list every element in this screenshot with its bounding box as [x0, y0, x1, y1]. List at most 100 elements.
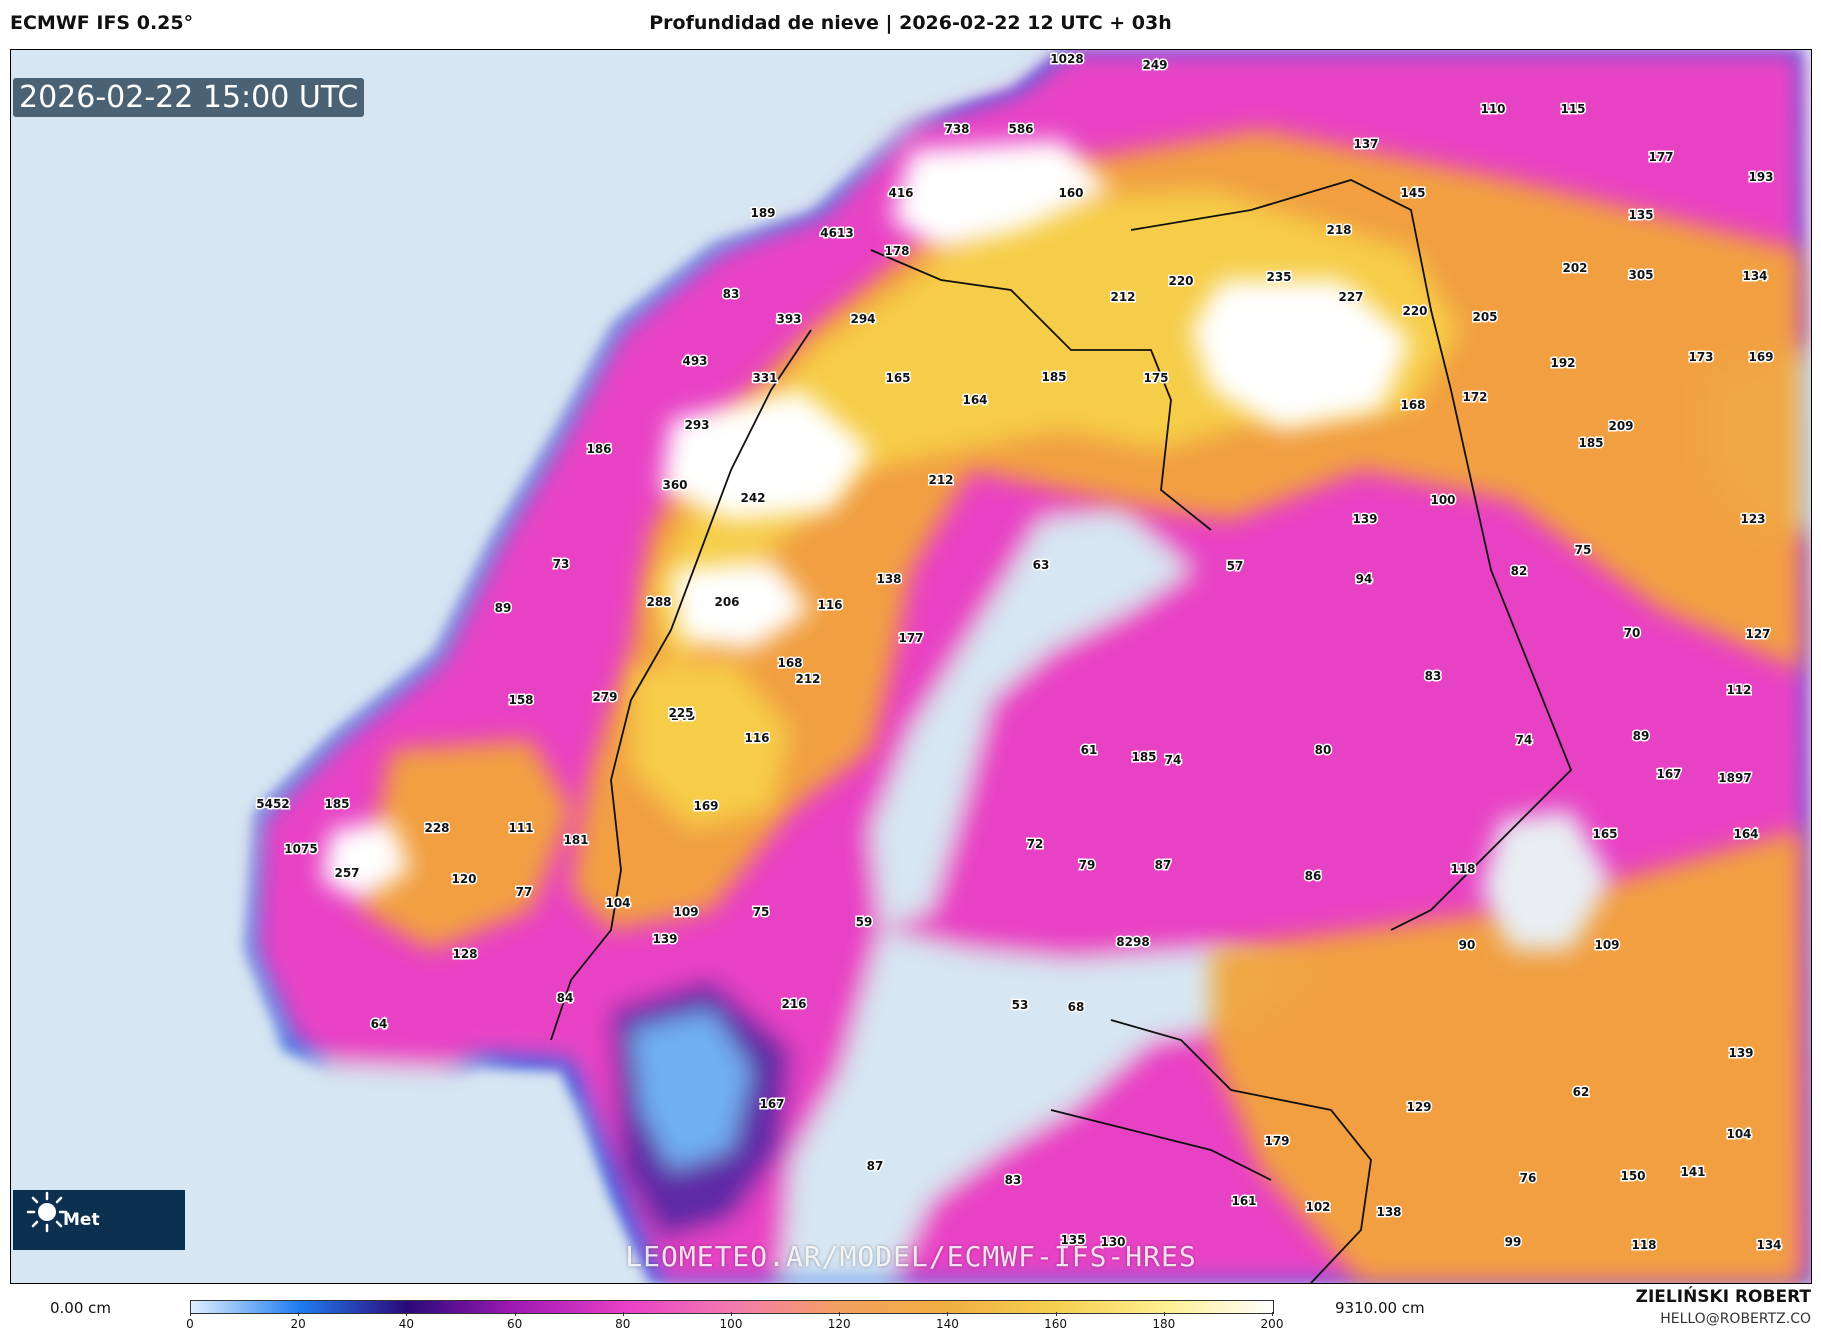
snow-depth-value-label: 87: [867, 1159, 884, 1173]
author-name: ZIELIŃSKI ROBERT: [1635, 1287, 1811, 1307]
snow-depth-value-label: 123: [1740, 512, 1765, 526]
snow-depth-value-label: 109: [673, 905, 698, 919]
source-watermark: LEOMETEO.AR/MODEL/ECMWF-IFS-HRES: [625, 1240, 1197, 1273]
land-white: [321, 140, 1611, 950]
colorbar-tick-mark: [1163, 1312, 1165, 1316]
colorbar-tick-label: 20: [290, 1317, 306, 1331]
snow-depth-value-label: 53: [1012, 998, 1029, 1012]
colorbar-tick-mark: [514, 1312, 516, 1316]
snow-depth-value-label: 225: [668, 706, 693, 720]
snow-depth-value-label: 185: [324, 797, 349, 811]
snow-depth-value-label: 74: [1165, 753, 1182, 767]
snow-depth-value-label: 80: [1315, 743, 1332, 757]
snow-depth-value-label: 1897: [1718, 771, 1751, 785]
brand-logo[interactable]: Met: [13, 1190, 185, 1250]
snow-depth-value-label: 158: [508, 693, 533, 707]
snow-depth-value-label: 169: [1748, 350, 1773, 364]
snow-depth-value-label: 134: [1756, 1238, 1781, 1252]
snow-depth-value-label: 127: [1745, 627, 1770, 641]
snow-depth-value-label: 242: [740, 491, 765, 505]
snow-depth-value-label: 120: [451, 872, 476, 886]
snow-depth-value-label: 167: [759, 1097, 784, 1111]
snow-depth-value-label: 493: [682, 354, 707, 368]
colorbar-min-label: 0.00 cm: [50, 1299, 112, 1317]
snow-depth-value-label: 84: [557, 991, 574, 1005]
snow-depth-value-label: 294: [850, 312, 875, 326]
map-canvas: 2091871791631028249110115738586137177416…: [11, 50, 1811, 1283]
snow-depth-value-label: 141: [1680, 1165, 1705, 1179]
colorbar-tick-label: 200: [1260, 1317, 1284, 1331]
snow-depth-value-label: 586: [1008, 122, 1033, 136]
snow-depth-value-label: 63: [1033, 558, 1050, 572]
snow-depth-value-label: 177: [1648, 150, 1673, 164]
snow-depth-value-label: 130: [1100, 1235, 1125, 1249]
snow-depth-value-label: 228: [424, 821, 449, 835]
snow-depth-value-label: 59: [856, 915, 873, 929]
snow-depth-value-label: 227: [1338, 290, 1363, 304]
snow-depth-value-label: 175: [1143, 371, 1168, 385]
colorbar-tick-mark: [406, 1312, 408, 1316]
colorbar-tick-mark: [731, 1312, 732, 1316]
snow-depth-value-label: 1028: [1050, 52, 1083, 66]
legend-footer: 0.00 cm 0 20 40 60 80 100 120 140 160 180 200 9310…: [0, 1283, 1821, 1337]
colorbar-tick-mark: [839, 1312, 841, 1316]
colorbar-tick-label: 80: [615, 1317, 631, 1331]
snow-depth-value-label: 185: [1578, 436, 1603, 450]
colorbar-tick-label: 60: [506, 1317, 523, 1331]
snow-depth-value-label: 305: [1628, 268, 1653, 282]
snow-depth-value-label: 94: [1356, 572, 1373, 586]
snow-depth-value-label: 161: [1231, 1194, 1256, 1208]
snow-depth-value-label: 4613: [820, 226, 853, 240]
snow-depth-value-label: 235: [1266, 270, 1291, 284]
snow-depth-value-label: 209: [1608, 419, 1633, 433]
snow-depth-value-label: 82: [1511, 564, 1528, 578]
snow-depth-value-label: 138: [1376, 1205, 1401, 1219]
snow-depth-value-label: 220: [1168, 274, 1193, 288]
snow-depth-value-label: 189: [750, 206, 775, 220]
snow-depth-value-label: 185: [1131, 750, 1156, 764]
snow-depth-value-label: 177: [898, 631, 923, 645]
value-labels: 2091871791631028249110115738586137177416…: [255, 51, 1783, 1254]
snow-depth-value-label: 143: [670, 709, 695, 723]
snow-depth-value-label: 173: [1688, 350, 1713, 364]
snow-depth-value-label: 179: [1264, 1134, 1289, 1148]
snow-depth-value-label: 89: [1633, 729, 1650, 743]
snow-depth-value-label: 160: [1058, 186, 1083, 200]
snow-depth-value-label: 416: [888, 186, 913, 200]
colorbar-tick-label: 140: [935, 1317, 959, 1331]
snow-depth-value-label: 172: [1462, 390, 1487, 404]
snow-depth-value-label: 116: [817, 598, 842, 612]
snow-depth-value-label: 135: [1060, 1233, 1085, 1247]
snow-depth-value-label: 220: [1402, 304, 1427, 318]
snow-depth-value-label: 360: [662, 478, 687, 492]
colorbar-tick-mark: [1055, 1312, 1057, 1316]
snow-depth-value-label: 100: [1430, 493, 1455, 507]
snow-depth-value-label: 193: [1748, 170, 1773, 184]
snow-depth-value-label: 168: [777, 656, 802, 670]
snow-depth-value-label: 288: [646, 595, 671, 609]
snow-depth-value-label: 73: [553, 557, 570, 571]
snow-depth-value-label: 134: [1742, 269, 1767, 283]
snow-depth-value-label: 185: [1041, 370, 1066, 384]
snow-depth-value-label: 137: [1353, 137, 1378, 151]
snow-depth-value-label: 104: [605, 896, 630, 910]
snow-depth-map[interactable]: 2091871791631028249110115738586137177416…: [10, 49, 1812, 1284]
colorbar-tick-label: 120: [827, 1317, 851, 1331]
snow-depth-value-label: 110: [1480, 102, 1505, 116]
colorbar-tick-mark: [190, 1312, 191, 1316]
snow-depth-value-label: 181: [563, 833, 588, 847]
snow-depth-value-label: 77: [516, 885, 533, 899]
snow-depth-value-label: 62: [1573, 1085, 1590, 1099]
snow-depth-value-label: 57: [1227, 559, 1244, 573]
snow-depth-value-label: 186: [586, 442, 611, 456]
snow-depth-value-label: 61: [1081, 743, 1098, 757]
snow-depth-value-label: 164: [962, 393, 987, 407]
chart-title: Profundidad de nieve | 2026-02-22 12 UTC…: [649, 12, 1172, 34]
snow-depth-value-label: 139: [1728, 1046, 1753, 1060]
author-email: HELLO@ROBERTZ.CO: [1660, 1311, 1811, 1327]
snow-depth-value-label: 8298: [1116, 935, 1149, 949]
snow-depth-value-label: 118: [1450, 862, 1475, 876]
snow-depth-value-label: 150: [1620, 1169, 1645, 1183]
snow-depth-value-label: 169: [693, 799, 718, 813]
snow-depth-value-label: 83: [723, 287, 740, 301]
